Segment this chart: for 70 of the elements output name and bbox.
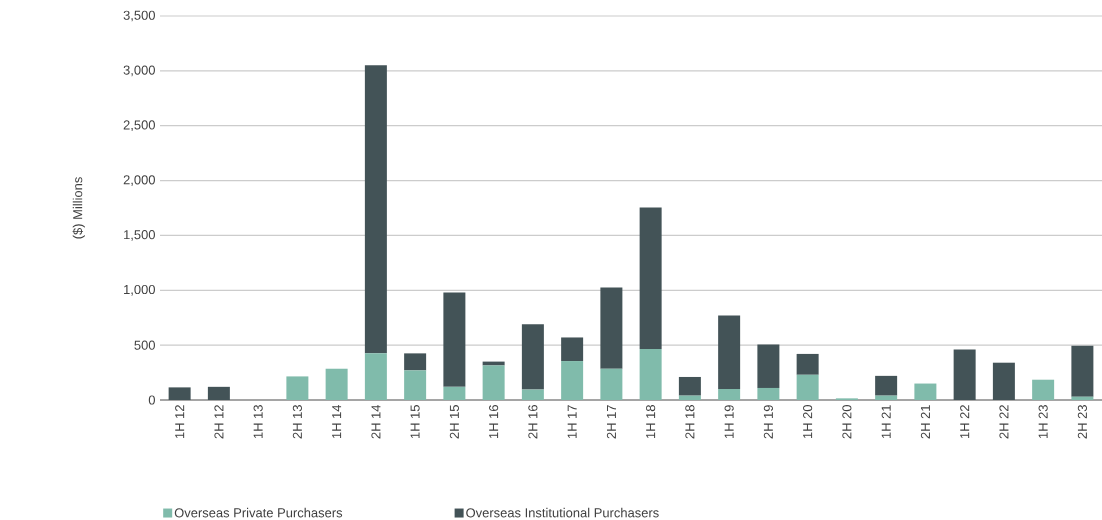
bar: [561, 337, 584, 362]
bar: [678, 376, 701, 396]
bar: [600, 287, 623, 369]
bar: [404, 353, 427, 371]
x-tick-label: 2H 12: [214, 405, 224, 439]
bar: [364, 65, 387, 354]
bar: [914, 383, 937, 400]
bar: [718, 389, 741, 400]
x-tick-label: 1H 22: [960, 405, 970, 439]
bar: [639, 207, 662, 349]
bar: [521, 324, 544, 390]
bar: [953, 349, 976, 400]
bar: [1071, 345, 1094, 397]
y-tick-label: 1,000: [124, 284, 155, 296]
bar: [325, 368, 348, 400]
bar: [521, 389, 544, 400]
bar: [796, 353, 819, 375]
bar: [207, 386, 230, 400]
x-tick-label: 2H 22: [999, 405, 1009, 439]
bar: [757, 387, 780, 400]
x-tick-label: 1H 18: [646, 405, 656, 439]
x-tick-label: 1H 13: [253, 405, 263, 439]
x-tick-label: 1H 20: [803, 405, 813, 439]
bar: [1032, 379, 1055, 400]
x-tick-label: 1H 15: [410, 405, 420, 439]
y-tick-label: 3,500: [123, 10, 155, 22]
bar: [168, 387, 191, 400]
x-tick-label: 1H 21: [881, 405, 891, 439]
x-tick-label: 2H 16: [528, 405, 538, 439]
x-tick-label: 1H 16: [489, 405, 499, 439]
bar: [443, 386, 466, 400]
bar: [875, 375, 898, 396]
y-tick-label: 2,500: [123, 120, 155, 132]
bar: [992, 362, 1015, 400]
bar: [364, 353, 387, 400]
x-tick-label: 1H 12: [175, 405, 185, 439]
bar: [443, 292, 466, 387]
y-tick-label: 1,500: [124, 230, 155, 241]
x-tick-label: 2H 19: [763, 405, 773, 439]
bar: [404, 370, 427, 400]
legend-label: Overseas Private Purchasers: [174, 507, 343, 518]
bar: [757, 344, 780, 388]
x-tick-label: 1H 17: [567, 405, 577, 439]
x-tick-label: 2H 18: [685, 405, 695, 439]
y-tick-label: 500: [134, 340, 155, 350]
x-tick-label: 2H 15: [449, 405, 459, 439]
y-axis-title: ($) Millions: [72, 177, 85, 239]
x-tick-label: 2H 23: [1077, 405, 1087, 439]
x-tick-label: 2H 17: [606, 405, 616, 439]
y-tick-label: 2,000: [123, 175, 155, 186]
bar: [796, 374, 819, 400]
bar: [482, 365, 505, 400]
x-tick-label: 1H 19: [724, 405, 734, 439]
x-tick-label: 2H 13: [292, 405, 302, 439]
y-tick-label: 3,000: [123, 65, 155, 77]
bar: [875, 395, 898, 400]
x-tick-label: 1H 14: [332, 404, 342, 439]
bar: [1071, 396, 1094, 400]
bar: [678, 395, 701, 400]
bar: [600, 368, 623, 400]
y-tick-label: 0: [148, 395, 155, 405]
legend-label: Overseas Institutional Purchasers: [466, 507, 659, 518]
x-tick-label: 1H 23: [1038, 405, 1048, 439]
x-tick-label: 2H 20: [842, 405, 852, 439]
x-tick-label: 2H 14: [371, 404, 381, 439]
bar: [639, 348, 662, 400]
x-tick-label: 2H 21: [920, 405, 930, 439]
bar: [561, 361, 584, 400]
bar: [286, 376, 309, 400]
bar: [718, 315, 741, 390]
